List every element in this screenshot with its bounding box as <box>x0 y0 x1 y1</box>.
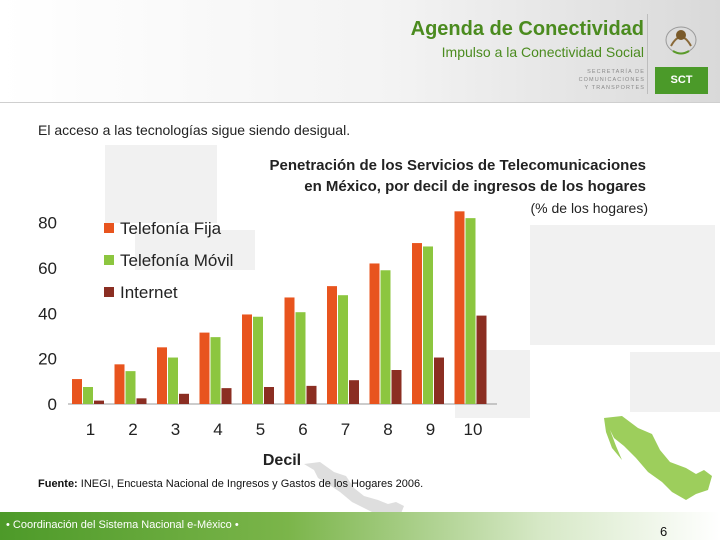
page-title: Agenda de Conectividad <box>410 18 644 40</box>
x-tick-label: 10 <box>464 420 483 439</box>
background-square <box>630 352 720 412</box>
bar <box>380 270 391 404</box>
y-tick-label: 20 <box>38 350 57 369</box>
y-tick-label: 80 <box>38 214 57 233</box>
ministry-name: SECRETARÍA DE COMUNICACIONES Y TRANSPORT… <box>578 69 645 91</box>
bar <box>284 297 295 404</box>
chart-title-line-1: Penetración de los Servicios de Telecomu… <box>269 157 646 174</box>
bar <box>94 400 104 404</box>
page-number: 6 <box>660 524 668 539</box>
bar <box>369 263 380 404</box>
bar <box>210 337 221 404</box>
mexico-map-icon <box>604 416 712 500</box>
bar <box>454 211 465 404</box>
bar <box>114 364 125 404</box>
bar <box>264 387 274 404</box>
bar <box>136 398 147 404</box>
bar <box>221 388 232 404</box>
bar <box>199 332 210 404</box>
bar <box>306 385 317 404</box>
bar-series-group <box>72 211 487 404</box>
footer-tagline: • Coordinación del Sistema Nacional e-Mé… <box>6 519 239 531</box>
series-telefon-a-m-vil <box>83 218 476 404</box>
mexico-map-watermark-icon <box>304 462 404 518</box>
chart-legend: Telefonía Fija Telefonía Móvil Internet <box>104 219 233 302</box>
x-axis-label: Decil <box>263 452 301 469</box>
x-tick-label: 3 <box>171 420 180 439</box>
mexican-eagle-seal-icon <box>665 26 697 55</box>
sct-logo-block: SECRETARÍA DE COMUNICACIONES Y TRANSPORT… <box>575 14 715 96</box>
x-tick-label: 4 <box>213 420 222 439</box>
series-internet <box>94 315 487 404</box>
x-tick-label: 7 <box>341 420 350 439</box>
bar <box>253 316 263 404</box>
footer-bar <box>0 512 720 540</box>
y-tick-label: 0 <box>48 395 57 414</box>
bar <box>349 380 359 404</box>
header-band <box>0 0 720 102</box>
page-subtitle: Impulso a la Conectividad Social <box>441 44 644 60</box>
bar <box>295 312 306 404</box>
bar <box>179 393 189 404</box>
bar <box>72 379 82 404</box>
legend-swatch <box>104 255 114 265</box>
bar <box>157 347 167 404</box>
background-square <box>135 230 255 270</box>
y-tick-label: 40 <box>38 304 57 323</box>
legend-label: Telefonía Fija <box>120 219 222 238</box>
bar <box>423 246 433 404</box>
x-tick-label: 8 <box>383 420 392 439</box>
source-note: Fuente: INEGI, Encuesta Nacional de Ingr… <box>38 478 423 490</box>
intro-text: El acceso a las tecnologías sigue siendo… <box>38 122 351 138</box>
chart-subtitle: (% de los hogares) <box>530 200 648 216</box>
bar <box>327 286 337 404</box>
legend-swatch <box>104 223 114 233</box>
legend-label: Telefonía Móvil <box>120 251 233 270</box>
header-separator <box>647 14 648 94</box>
y-tick-label: 60 <box>38 259 57 278</box>
chart-title: Penetración de los Servicios de Telecomu… <box>269 155 646 197</box>
source-text: INEGI, Encuesta Nacional de Ingresos y G… <box>77 478 424 490</box>
bar <box>168 357 178 404</box>
x-tick-label: 6 <box>298 420 307 439</box>
background-square <box>530 225 715 345</box>
bar <box>465 218 476 404</box>
bar <box>338 295 348 404</box>
x-axis: 1 2 3 4 5 6 7 8 9 10 <box>86 420 483 439</box>
bar <box>242 314 252 404</box>
bar <box>434 357 444 404</box>
legend-swatch <box>104 287 114 297</box>
sct-badge: SCT <box>655 67 708 94</box>
bar <box>83 387 93 404</box>
legend-label: Internet <box>120 283 178 302</box>
source-label: Fuente: <box>38 478 78 490</box>
chart-title-line-2: en México, por decil de ingresos de los … <box>304 178 646 195</box>
x-tick-label: 5 <box>256 420 265 439</box>
bar <box>476 315 487 404</box>
x-tick-label: 2 <box>128 420 137 439</box>
series-telefon-a-fija <box>72 211 465 404</box>
bar <box>391 370 402 404</box>
bar <box>125 371 136 404</box>
header-divider-line <box>0 102 720 103</box>
x-tick-label: 9 <box>426 420 435 439</box>
background-square <box>105 145 217 223</box>
x-tick-label: 1 <box>86 420 95 439</box>
bar <box>412 243 422 404</box>
